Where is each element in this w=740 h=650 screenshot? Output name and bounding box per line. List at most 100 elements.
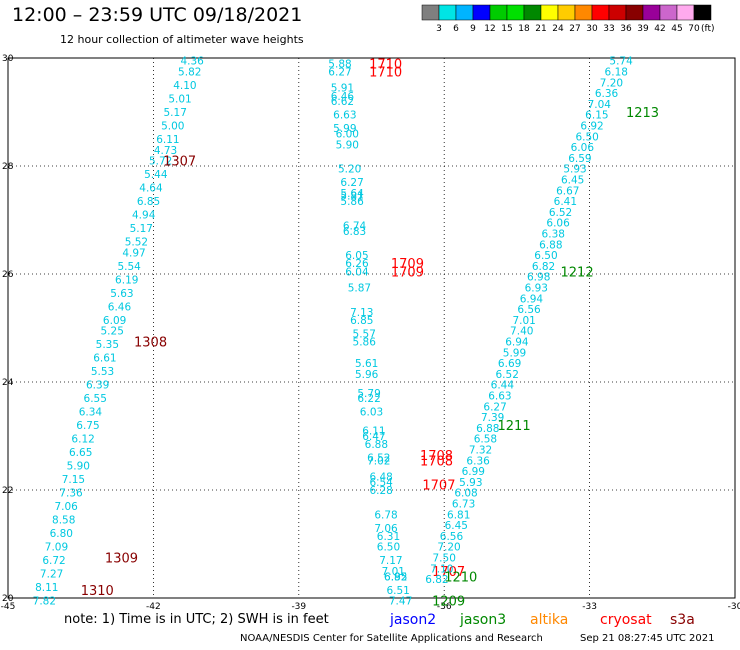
legend-s3a: s3a [670, 612, 695, 628]
wave-height-label: 6.52 [496, 369, 519, 381]
wave-height-label: 6.78 [374, 509, 397, 521]
wave-height-label: 6.61 [93, 353, 116, 365]
wave-height-label: 6.38 [542, 229, 565, 241]
legend-cryosat: cryosat [600, 612, 652, 628]
axis-tick-labels: -45 -42 -39 -36 -33 -30 20 22 24 26 28 30 [1, 54, 740, 612]
wave-height-label: 5.86 [340, 196, 364, 208]
wave-height-label: 7.01 [512, 315, 535, 327]
wave-height-label: 6.15 [585, 110, 608, 122]
wave-height-label: 7.15 [62, 474, 85, 486]
y-tick-label: 20 [2, 594, 14, 604]
time-label: 1708 [420, 454, 453, 469]
wave-height-label: 7.10 [430, 563, 453, 575]
wave-height-label: 6.05 [345, 250, 368, 262]
wave-height-label: 6.22 [357, 393, 380, 405]
time-label: 1211 [498, 419, 531, 434]
wave-height-label: 7.36 [59, 488, 83, 500]
colorbar-tick-label: 30 [586, 24, 598, 34]
time-label: 1707 [432, 565, 465, 580]
wave-height-label: 6.50 [377, 542, 400, 554]
wave-height-label: 5.44 [144, 169, 168, 181]
wave-height-label: 7.09 [45, 542, 68, 554]
wave-height-label: 5.88 [328, 58, 351, 70]
wave-height-label: 7.06 [54, 501, 78, 513]
wave-height-label: 6.56 [440, 531, 464, 543]
wave-height-label: 5.54 [117, 261, 141, 273]
x-tick-label: -45 [1, 602, 16, 612]
wave-height-label: 6.52 [549, 207, 572, 219]
wave-height-label: 5.57 [353, 328, 376, 340]
wave-height-label: 5.99 [333, 123, 356, 135]
wave-height-label: 7.50 [433, 553, 456, 565]
wave-height-label: 6.92 [580, 121, 603, 133]
wave-height-label: 6.48 [369, 472, 392, 484]
y-tick-label: 24 [2, 378, 14, 388]
wave-height-label: 6.12 [71, 434, 94, 446]
wave-height-label: 6.98 [527, 272, 550, 284]
wave-height-label: 7.39 [481, 412, 504, 424]
wave-height-label: 6.27 [340, 177, 363, 189]
wave-height-label: 5.91 [331, 83, 354, 95]
wave-height-label: 5.90 [336, 139, 359, 151]
wave-height-label: 4.73 [154, 145, 177, 157]
wave-height-label: 4.10 [173, 80, 196, 92]
wave-height-label: 7.27 [40, 569, 63, 581]
wave-height-label: 6.69 [498, 358, 521, 370]
track-jason3: 5.746.187.206.367.046.156.926.506.066.59… [425, 56, 659, 610]
wave-height-label: 7.32 [469, 445, 492, 457]
colorbar-tick-label: 70 [688, 24, 700, 34]
wave-height-label: 5.63 [110, 288, 133, 300]
colorbar-tick-label: 36 [620, 24, 632, 34]
wave-height-label: 6.62 [331, 96, 354, 108]
wave-height-label: 6.31 [377, 531, 400, 543]
colorbar-tick-label: 15 [501, 24, 512, 34]
wave-height-label: 6.34 [79, 407, 103, 419]
wave-height-label: 6.92 [384, 571, 407, 583]
time-label: 1308 [134, 336, 167, 351]
y-tick-label: 26 [2, 270, 14, 280]
wave-height-label: 8.11 [35, 582, 58, 594]
wave-height-label: 6.88 [365, 439, 388, 451]
time-label: 1708 [420, 449, 453, 464]
time-label: 1210 [444, 570, 477, 585]
time-label: 1709 [391, 257, 424, 272]
wave-height-label: 6.08 [454, 488, 477, 500]
wave-height-label: 6.85 [137, 196, 160, 208]
wave-height-label: 5.20 [338, 164, 361, 176]
wave-height-label: 4.97 [122, 247, 145, 259]
wave-height-label: 7.20 [437, 542, 460, 554]
colorbar-tick-label: 6 [453, 24, 459, 34]
wave-height-label: 7.06 [374, 523, 398, 535]
wave-height-label: 6.83 [343, 226, 366, 238]
wave-height-label: 5.81 [340, 191, 363, 203]
wave-height-label: 5.61 [355, 358, 378, 370]
wave-height-label: 7.47 [389, 596, 412, 608]
page-title: 12:00 – 23:59 UTC 09/18/2021 [12, 4, 303, 26]
track-s3a: 4.365.824.105.015.175.006.114.735.725.44… [33, 56, 205, 608]
time-label: 1709 [391, 265, 424, 280]
wave-height-label: 7.13 [350, 307, 373, 319]
wave-height-label: 6.94 [505, 337, 529, 349]
wave-height-label: 6.04 [345, 266, 369, 278]
wave-height-label: 4.36 [180, 56, 204, 68]
wave-height-label: 6.36 [595, 88, 619, 100]
colorbar-tick-label: 45 [671, 24, 682, 34]
x-tick-label: -30 [728, 602, 740, 612]
wave-height-label: 6.06 [546, 218, 570, 230]
wave-height-label: 5.00 [161, 121, 184, 133]
colorbar-swatch [506, 4, 525, 21]
colorbar-swatch [642, 4, 661, 21]
legend-altika: altika [530, 612, 569, 628]
time-label: 1707 [422, 479, 455, 494]
wave-height-label: 6.19 [115, 274, 138, 286]
time-label: 1209 [432, 595, 465, 610]
colorbar-swatch [455, 4, 474, 21]
wave-height-label: 6.03 [360, 407, 383, 419]
wave-height-label: 5.87 [348, 283, 371, 295]
x-tick-label: -33 [582, 602, 597, 612]
wave-height-label: 5.96 [355, 369, 379, 381]
generation-timestamp: Sep 21 08:27:45 UTC 2021 [580, 633, 715, 644]
wave-height-label: 7.20 [600, 77, 623, 89]
wave-height-label: 5.25 [101, 326, 124, 338]
